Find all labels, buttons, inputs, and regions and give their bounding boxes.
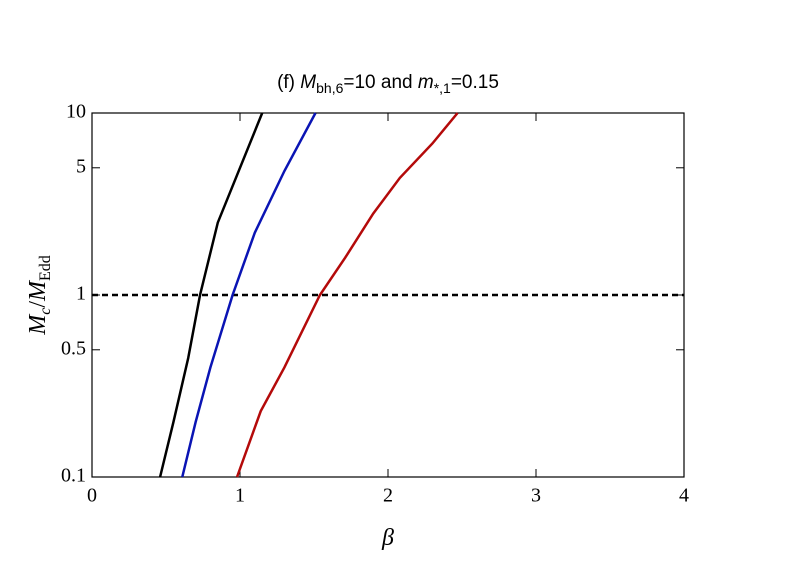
title-part: M (300, 72, 316, 93)
title-part: *,1 (434, 80, 451, 96)
y-tick-label: 1 (76, 283, 86, 305)
y-tick-label: 5 (76, 155, 86, 177)
series-line (235, 112, 459, 478)
y-label-part: M (25, 313, 51, 336)
title-part: (f) (277, 72, 300, 93)
x-tick-label: 0 (87, 485, 97, 507)
x-tick-label: 2 (383, 485, 393, 507)
series-line (181, 112, 317, 478)
y-tick-label: 0.1 (61, 465, 86, 487)
y-tick-label: 10 (66, 101, 86, 123)
y-label-part: c (37, 308, 54, 315)
x-tick-label: 1 (235, 485, 245, 507)
series-line (158, 112, 264, 478)
chart-title: (f) Mbh,6=10 and m*,1=0.15 (277, 72, 499, 96)
title-part: m (418, 72, 434, 93)
y-label-part: Edd (37, 255, 54, 281)
title-part: =0.15 (451, 72, 499, 93)
x-tick-label: 4 (679, 485, 689, 507)
x-tick-label: 3 (531, 485, 541, 507)
y-tick-label: 0.5 (61, 337, 86, 359)
x-axis-label: β (381, 525, 394, 551)
title-part: =10 and (343, 72, 418, 93)
y-label-part: M (25, 279, 51, 302)
title-part: bh,6 (316, 80, 343, 96)
y-axis-label: Mc/MEdd (25, 255, 54, 336)
y-label-part: / (25, 301, 51, 308)
